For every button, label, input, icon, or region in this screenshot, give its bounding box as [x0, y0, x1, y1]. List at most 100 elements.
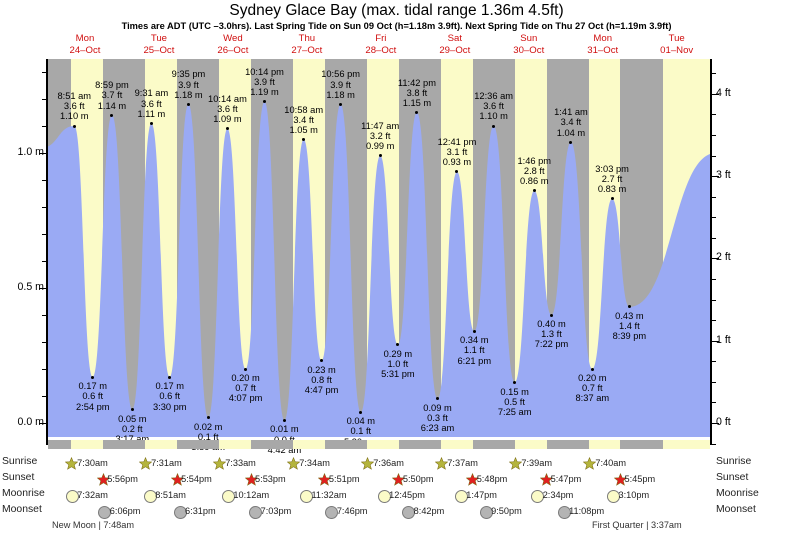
mini-daylight-band-4 — [367, 440, 399, 449]
tide-label-line: 1:46 pm — [517, 155, 552, 166]
tide-label-line: 0.17 m — [78, 381, 107, 392]
moonrise-time: 7:32am — [77, 490, 108, 500]
tide-label-line: 3.4 ft — [560, 117, 582, 128]
tide-label-line: 12:36 am — [474, 91, 514, 101]
moonset-icon — [325, 506, 339, 519]
sunset-star-icon — [613, 472, 628, 486]
y-axis-right-tick — [712, 258, 719, 260]
y-axis-right-label: 0 ft — [716, 416, 731, 428]
y-axis-right-tick — [712, 93, 719, 95]
tide-point-high — [302, 138, 306, 141]
y-axis-left-minor-tick — [42, 261, 46, 262]
mini-daylight-band-7 — [589, 440, 621, 449]
y-axis-right-minor-tick — [712, 381, 716, 383]
y-axis-left-minor-tick — [42, 315, 46, 316]
tide-label-high-0: 8:51 am 3.6 ft 1.10 m — [41, 91, 107, 122]
moonset-time: 6:31pm — [185, 506, 216, 516]
tide-point-low — [168, 375, 172, 379]
tide-label-line: 1.14 m — [97, 100, 127, 111]
moonrise-icon — [143, 490, 157, 503]
tide-label-line: 0.1 ft — [350, 426, 372, 437]
tide-label-line: 0.5 ft — [504, 396, 525, 407]
moonrise-time: 12:45pm — [389, 490, 425, 500]
moonset-time: 7:46pm — [336, 506, 368, 516]
moonrise-time: 2:34pm — [542, 490, 574, 500]
row-label-right-moonset: Moonset — [716, 504, 756, 515]
y-axis-right-minor-tick — [712, 196, 716, 198]
y-axis-left-label: 0.5 m — [17, 281, 45, 293]
moonset-time: 9:50pm — [491, 506, 522, 516]
day-date: 24–Oct — [69, 44, 101, 56]
moonset-icon — [249, 506, 263, 519]
tide-point-high — [415, 111, 419, 114]
mini-daylight-band-0 — [71, 440, 104, 449]
tide-label-line: 4:47 pm — [304, 385, 339, 396]
y-axis-right-minor-tick — [712, 155, 716, 157]
tide-label-line: 3.9 ft — [330, 79, 351, 90]
y-axis-right-minor-tick — [712, 278, 716, 280]
tide-label-line: 10:14 pm — [245, 66, 284, 77]
tide-label-high-28: 3:03 pm 2.7 ft 0.83 m — [579, 164, 645, 195]
sunrise-time: 7:40am — [595, 458, 627, 468]
tide-point-high — [569, 140, 573, 144]
tide-label-low-13: 0.23 m 0.8 ft 4:47 pm — [289, 365, 355, 396]
tide-label-low-27: 0.20 m 0.7 ft 8:37 am — [559, 373, 625, 404]
tide-label-line: 8:37 am — [575, 393, 610, 404]
tide-label-line: 11:42 pm — [397, 77, 436, 88]
tide-point-low — [206, 416, 210, 420]
tide-point-low — [513, 381, 517, 384]
y-axis-left-minor-tick — [42, 369, 46, 370]
sunset-star-icon — [391, 472, 406, 486]
tide-point-low — [396, 343, 400, 347]
y-axis-left-minor-tick — [42, 396, 46, 397]
mini-daylight-band-3 — [293, 440, 325, 449]
tide-label-high-22: 12:36 am 3.6 ft 1.10 m — [461, 91, 527, 122]
tide-label-line: 1.4 ft — [619, 321, 640, 332]
tide-label-line: 0.7 ft — [581, 383, 603, 394]
y-axis-right-minor-tick — [712, 443, 716, 445]
tide-label-line: 1.18 m — [326, 89, 355, 100]
tide-label-line: 8:59 pm — [95, 80, 129, 91]
page-title: Sydney Glace Bay (max. tidal range 1.36m… — [229, 2, 564, 19]
moonset-icon — [173, 506, 187, 519]
moonrise-time: 8:51am — [155, 490, 186, 500]
y-axis-right-minor-tick — [712, 361, 716, 363]
moonrise-time: 3:10pm — [618, 490, 650, 500]
day-dow: Tue — [150, 33, 168, 44]
y-axis-left-minor-tick — [42, 180, 46, 181]
tide-point-high — [110, 113, 114, 117]
day-dow: Mon — [75, 33, 95, 44]
tide-label-line: 7:22 pm — [534, 339, 569, 350]
tide-label-line: 0.15 m — [500, 386, 529, 397]
tide-point-high — [186, 102, 190, 106]
day-header-0: Mon 24–Oct — [40, 33, 130, 56]
day-dow: Tue — [668, 33, 685, 44]
tide-label-low-19: 0.09 m 0.3 ft 6:23 am — [405, 403, 471, 434]
tide-label-line: 1.04 m — [556, 127, 586, 138]
day-date: 26–Oct — [217, 44, 249, 56]
sunset-time: 5:56pm — [107, 474, 138, 484]
sunset-time: 5:51pm — [328, 474, 360, 484]
mini-day-strip — [48, 440, 710, 449]
tide-point-high — [262, 100, 266, 104]
tide-label-line: 3.7 ft — [101, 90, 123, 101]
tide-label-line: 0.83 m — [597, 184, 627, 195]
tide-label-low-21: 0.34 m 1.1 ft 6:21 pm — [441, 335, 507, 366]
y-axis-left-tick — [39, 423, 46, 424]
tide-label-line: 0.04 m — [346, 416, 375, 427]
row-label-left-moonset: Moonset — [2, 504, 42, 515]
tide-label-line: 7:25 am — [497, 406, 532, 417]
tide-label-line: 3.9 ft — [254, 76, 275, 87]
tide-point-high — [339, 102, 343, 106]
moonset-icon — [98, 506, 112, 519]
astro-rows: Sunrise Sunrise Sunset Sunset Moonrise Moonri… — [0, 440, 793, 539]
moonset-time: 11:08pm — [569, 506, 605, 516]
tide-point-high — [455, 170, 459, 174]
y-axis-left-label: 1.0 m — [17, 146, 45, 158]
tide-point-high — [610, 197, 614, 201]
sunrise-star-icon — [138, 456, 152, 470]
tide-point-low — [359, 410, 363, 414]
plot-right-border — [710, 59, 712, 445]
tide-label-line: 3.4 ft — [293, 114, 315, 125]
mini-daylight-band-6 — [515, 440, 547, 449]
